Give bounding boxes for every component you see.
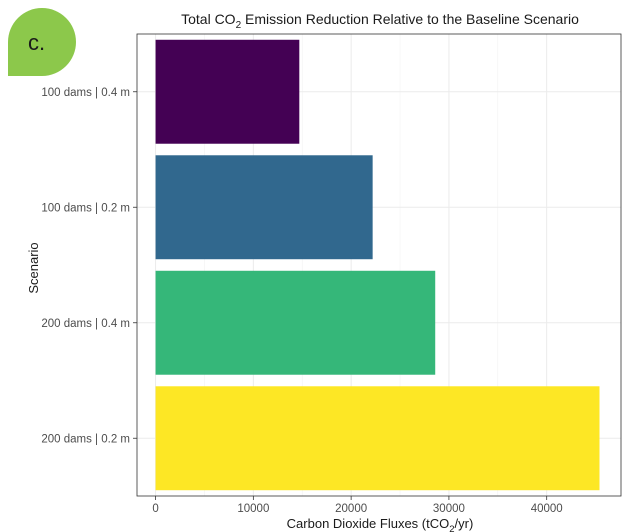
chart-title: Total CO2 Emission Reduction Relative to… <box>181 11 579 31</box>
x-tick-label: 20000 <box>335 503 367 515</box>
bar-2 <box>156 155 373 259</box>
bar-4 <box>156 386 600 490</box>
x-tick-label: 30000 <box>433 503 465 515</box>
x-axis-title: Carbon Dioxide Fluxes (tCO2/yr) <box>287 516 474 532</box>
y-tick-label: 100 dams | 0.4 m <box>41 87 130 99</box>
x-axis-ticks: 0 10000 20000 30000 40000 <box>152 496 562 515</box>
bar-1 <box>156 40 300 144</box>
y-tick-label: 200 dams | 0.2 m <box>41 433 130 445</box>
y-tick-label: 200 dams | 0.4 m <box>41 318 130 330</box>
x-tick-label: 40000 <box>531 503 563 515</box>
bar-3 <box>156 271 436 375</box>
x-tick-label: 0 <box>152 503 158 515</box>
bars <box>156 40 600 490</box>
x-tick-label: 10000 <box>237 503 269 515</box>
y-axis-ticks: 100 dams | 0.4 m 100 dams | 0.2 m 200 dams… <box>41 87 137 446</box>
y-tick-label: 100 dams | 0.2 m <box>41 202 130 214</box>
y-axis-title: Scenario <box>26 242 41 293</box>
